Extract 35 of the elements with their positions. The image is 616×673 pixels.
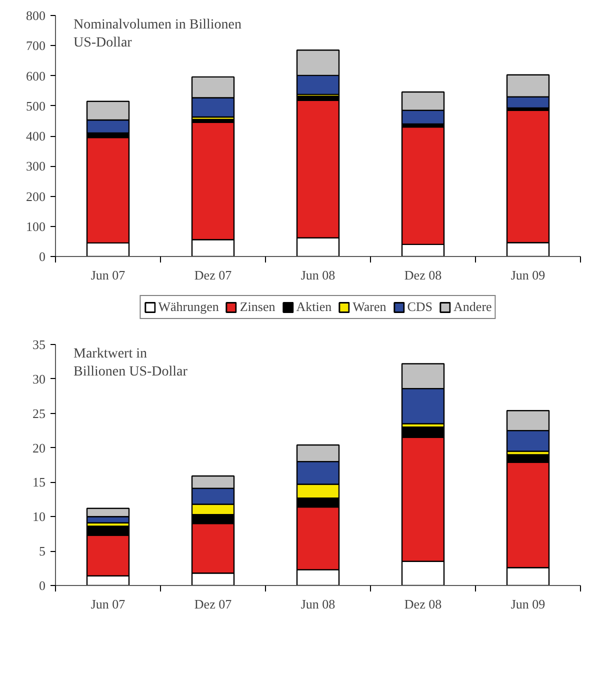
y-tick-label: 700 (26, 38, 46, 54)
y-tick-label: 0 (39, 249, 46, 264)
y-tick-label: 0 (39, 578, 46, 593)
text: Marktwert in Billionen US-Dollar (74, 346, 188, 380)
y-tick-label: 25 (32, 406, 46, 421)
x-tick-label: Dez 08 (404, 596, 442, 612)
x-tick-label: Jun 08 (300, 596, 336, 612)
x-tick-label: Jun 07 (90, 268, 126, 282)
y-tick-label: 400 (26, 128, 46, 144)
x-tick-label: Dez 08 (404, 268, 442, 282)
legend-label: Andere (454, 299, 492, 315)
x-tick-label: Jun 07 (90, 596, 126, 612)
y-tick-label: 10 (32, 509, 46, 524)
x-tick-label: Dez 07 (194, 596, 232, 612)
y-tick-label: 5 (39, 544, 46, 559)
legend-label: Aktien (296, 299, 332, 315)
y-tick-label: 200 (26, 188, 46, 204)
legend-label: CDS (407, 299, 433, 315)
y-tick-label: 300 (26, 158, 46, 174)
y-tick-label: 500 (26, 98, 46, 114)
x-tick-label: Jun 08 (300, 268, 336, 282)
y-tick-label: 30 (32, 371, 46, 386)
text: Nominalvolumen in Billionen US-Dollar (74, 18, 242, 50)
y-tick-label: 35 (32, 337, 46, 352)
x-tick-label: Jun 09 (510, 268, 546, 282)
x-tick-label: Jun 09 (510, 596, 546, 612)
legend-label: Zinsen (240, 299, 276, 315)
x-tick-label: Dez 07 (194, 268, 232, 282)
legend-label: Währungen (158, 299, 219, 315)
y-tick-label: 600 (26, 68, 46, 84)
y-tick-label: 800 (26, 8, 46, 23)
legend-label: Waren (352, 299, 386, 315)
y-tick-label: 100 (26, 218, 46, 234)
y-tick-label: 20 (32, 440, 46, 456)
y-tick-label: 15 (32, 474, 46, 490)
